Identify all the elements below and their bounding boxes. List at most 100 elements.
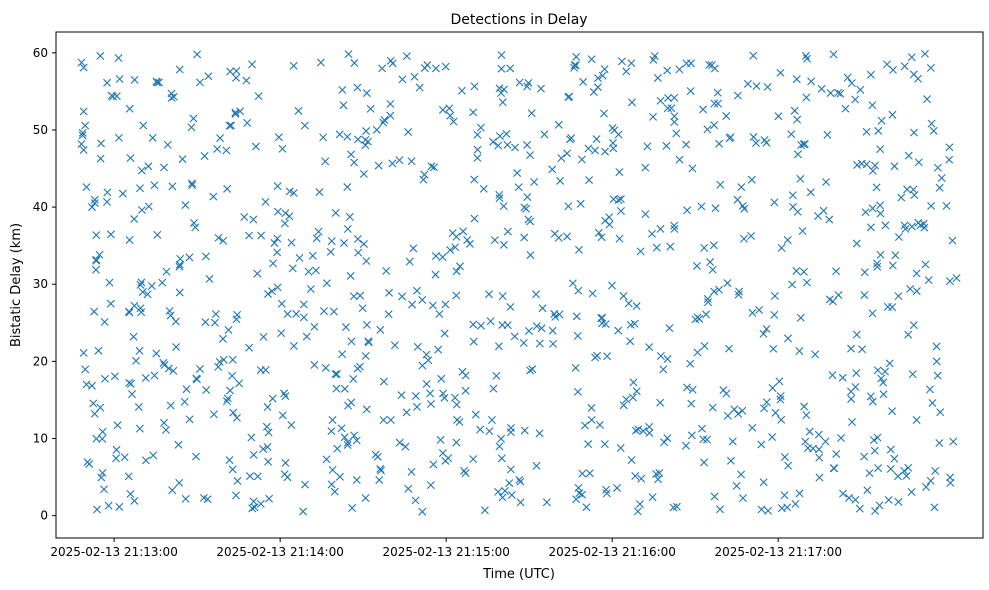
chart-title: Detections in Delay bbox=[450, 12, 587, 28]
data-point bbox=[98, 434, 107, 443]
data-point bbox=[649, 112, 657, 121]
data-point bbox=[700, 341, 709, 350]
data-point bbox=[757, 505, 766, 514]
data-point bbox=[487, 416, 496, 424]
data-point bbox=[688, 385, 697, 394]
data-point bbox=[489, 384, 498, 393]
data-point bbox=[907, 53, 916, 62]
data-point bbox=[141, 374, 150, 382]
data-point bbox=[627, 456, 636, 465]
data-point bbox=[581, 421, 589, 430]
data-point bbox=[223, 394, 232, 403]
data-point bbox=[154, 78, 163, 87]
data-point bbox=[663, 104, 672, 113]
data-point bbox=[572, 52, 581, 61]
data-point bbox=[167, 93, 176, 102]
data-point bbox=[652, 243, 661, 252]
data-point bbox=[796, 313, 805, 322]
data-point bbox=[473, 153, 482, 162]
data-point bbox=[106, 299, 115, 308]
data-point bbox=[228, 465, 237, 474]
data-point bbox=[231, 109, 240, 118]
data-point bbox=[771, 408, 780, 417]
data-point bbox=[231, 108, 240, 117]
data-point bbox=[600, 440, 609, 449]
data-point bbox=[510, 332, 519, 341]
data-point bbox=[838, 373, 847, 382]
data-point bbox=[688, 164, 697, 173]
data-point bbox=[910, 128, 919, 137]
data-point bbox=[723, 279, 732, 288]
data-point bbox=[535, 339, 544, 348]
data-point bbox=[185, 253, 194, 262]
data-point bbox=[595, 420, 604, 429]
data-point bbox=[495, 84, 504, 93]
data-point bbox=[327, 480, 336, 489]
data-point bbox=[356, 291, 365, 300]
data-point bbox=[343, 440, 352, 449]
data-point bbox=[332, 370, 341, 379]
data-point bbox=[699, 105, 708, 114]
data-point bbox=[708, 403, 717, 412]
data-point bbox=[285, 187, 294, 196]
data-point bbox=[463, 236, 472, 245]
data-point bbox=[484, 290, 493, 299]
data-point bbox=[929, 126, 938, 135]
data-point bbox=[301, 480, 309, 489]
data-point bbox=[523, 82, 532, 91]
data-point bbox=[143, 290, 152, 299]
data-point bbox=[872, 183, 881, 192]
data-point bbox=[398, 292, 407, 301]
data-point bbox=[278, 144, 287, 153]
data-point bbox=[259, 445, 268, 454]
data-point bbox=[762, 138, 771, 147]
data-point bbox=[321, 363, 330, 372]
data-point bbox=[902, 471, 911, 480]
y-tick-label: 50 bbox=[33, 123, 48, 137]
data-point bbox=[768, 384, 777, 392]
data-point bbox=[703, 125, 712, 134]
data-point bbox=[764, 506, 773, 515]
data-point bbox=[670, 118, 679, 127]
data-point bbox=[645, 422, 654, 431]
data-point bbox=[792, 266, 801, 275]
data-point bbox=[469, 108, 478, 117]
data-point bbox=[687, 59, 695, 68]
data-point bbox=[633, 507, 642, 516]
data-point bbox=[407, 467, 416, 476]
data-point bbox=[759, 329, 768, 338]
data-point bbox=[890, 454, 899, 463]
data-point bbox=[435, 310, 444, 318]
data-point bbox=[322, 455, 331, 464]
data-point bbox=[339, 101, 348, 110]
data-point bbox=[359, 169, 368, 178]
data-point bbox=[542, 498, 551, 507]
data-point bbox=[516, 477, 525, 486]
points-layer bbox=[77, 49, 961, 516]
data-point bbox=[511, 143, 519, 152]
data-point bbox=[884, 495, 893, 504]
data-point bbox=[90, 195, 99, 204]
data-point bbox=[79, 348, 88, 357]
data-point bbox=[213, 144, 222, 153]
y-tick-label: 40 bbox=[33, 200, 48, 214]
data-point bbox=[322, 279, 331, 288]
data-point bbox=[125, 104, 134, 113]
data-point bbox=[700, 458, 709, 467]
data-point bbox=[564, 202, 573, 211]
data-point bbox=[485, 427, 494, 436]
data-point bbox=[863, 486, 872, 495]
data-point bbox=[498, 320, 507, 329]
data-point bbox=[532, 322, 541, 331]
data-point bbox=[862, 127, 871, 136]
data-point bbox=[627, 59, 636, 68]
data-point bbox=[516, 498, 525, 507]
data-point bbox=[790, 106, 799, 115]
data-point bbox=[329, 307, 338, 316]
data-point bbox=[148, 133, 157, 142]
data-point bbox=[87, 381, 96, 390]
data-point bbox=[452, 267, 461, 276]
data-point bbox=[853, 161, 862, 170]
data-point bbox=[649, 55, 658, 64]
data-point bbox=[615, 168, 624, 177]
